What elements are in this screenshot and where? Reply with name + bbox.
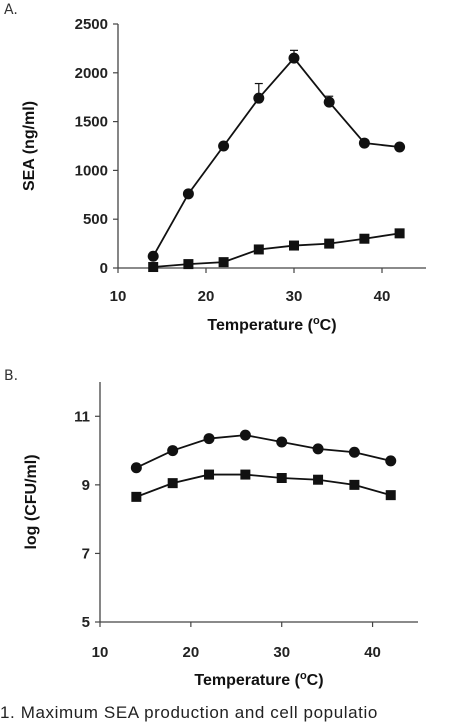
y-tick-label: 5 [82, 614, 90, 631]
data-point-circle [239, 429, 251, 441]
data-point-square [385, 490, 396, 501]
x-axis-title: Temperature (oC) [194, 670, 323, 689]
series-line-square [153, 232, 400, 268]
data-point-circle [167, 445, 179, 457]
y-tick-label: 9 [82, 477, 90, 494]
data-point-circle [394, 141, 406, 153]
x-tick-label: 40 [364, 644, 381, 661]
data-point-circle [276, 436, 288, 448]
y-tick-label: 0 [100, 260, 108, 277]
data-point-circle [348, 446, 360, 458]
data-point-square [218, 257, 229, 268]
data-point-circle [288, 52, 300, 64]
data-point-square [313, 474, 324, 485]
data-point-square [240, 469, 251, 480]
data-point-square [253, 244, 264, 255]
y-tick-label: 2500 [75, 16, 108, 33]
y-tick-label: 500 [83, 211, 108, 228]
y-axis-title: SEA (ng/ml) [21, 101, 38, 191]
data-point-circle [253, 92, 265, 104]
data-point-circle [147, 250, 159, 262]
panel-a-label: A. [4, 2, 18, 18]
data-point-square [148, 262, 159, 273]
data-point-circle [182, 188, 194, 200]
data-point-circle [203, 433, 215, 445]
x-tick-label: 30 [286, 288, 303, 305]
data-point-square [289, 240, 299, 251]
y-tick-label: 1500 [75, 114, 108, 131]
data-point-square [183, 259, 194, 270]
x-tick-label: 20 [198, 288, 215, 305]
y-axis-title: log (CFU/ml) [23, 454, 40, 549]
data-point-circle [130, 462, 142, 474]
data-point-circle [358, 137, 370, 149]
chart-panel-0: 0 500 1000 1500 2000 2500 10 20 30 40 SEA (ng/ml) T… [21, 16, 426, 334]
data-point-square [276, 473, 287, 483]
x-tick-label: 10 [110, 288, 127, 305]
y-tick-label: 11 [74, 408, 90, 425]
figure-caption: 1. Maximum SEA production and cell popul… [0, 703, 378, 722]
data-point-square [131, 491, 142, 502]
x-axis-title: Temperature (oC) [207, 315, 336, 334]
panel-b-label: B. [4, 368, 19, 384]
data-point-circle [385, 455, 397, 467]
x-tick-label: 40 [374, 288, 391, 305]
data-point-square [167, 478, 178, 489]
data-point-square [359, 233, 370, 244]
data-point-square [324, 238, 335, 249]
x-tick-label: 20 [183, 644, 200, 661]
data-point-square [394, 228, 405, 239]
y-tick-label: 7 [82, 545, 90, 562]
series-line-circle [135, 434, 391, 469]
chart-panel-1: 5 7 9 11 10 20 30 40 log (CFU/ml) Temperature (oC… [23, 382, 418, 689]
data-point-circle [218, 140, 230, 152]
x-tick-label: 10 [92, 644, 109, 661]
data-point-square [349, 479, 360, 490]
series-line-circle [152, 56, 400, 257]
data-point-square [204, 469, 215, 480]
data-point-circle [312, 443, 324, 455]
series-line-square [136, 473, 391, 498]
data-point-circle [323, 96, 335, 108]
y-tick-label: 1000 [75, 162, 108, 179]
y-tick-label: 2000 [75, 65, 108, 82]
x-tick-label: 30 [273, 644, 290, 661]
